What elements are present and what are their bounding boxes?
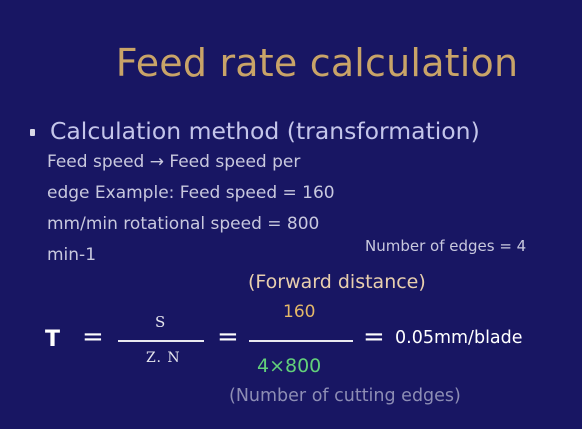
forward-distance-label: (Forward distance) <box>248 271 426 293</box>
equals-sign-1: = <box>82 322 104 352</box>
bullet-heading: Calculation method (transformation) <box>50 117 480 145</box>
description-line-4: min-1 <box>47 245 97 265</box>
numerator-value: 160 <box>283 302 316 322</box>
equals-sign-2: = <box>217 322 239 352</box>
denominator-symbol: Z. N <box>146 350 181 366</box>
formula-result: 0.05mm/blade <box>395 328 523 348</box>
description-line-3: mm/min rotational speed = 800 <box>47 214 320 234</box>
cutting-edges-label: (Number of cutting edges) <box>229 386 461 406</box>
slide-title: Feed rate calculation <box>115 41 519 85</box>
numerator-symbol: S <box>155 313 166 331</box>
formula-symbol-t: T <box>45 327 61 352</box>
denominator-value: 4×800 <box>257 355 322 377</box>
equals-sign-3: = <box>363 322 385 352</box>
bullet-marker <box>30 129 35 136</box>
fraction-bar-symbolic <box>118 340 204 342</box>
description-line-1: Feed speed → Feed speed per <box>47 152 301 172</box>
description-line-2: edge Example: Feed speed = 160 <box>47 183 335 203</box>
edges-note: Number of edges = 4 <box>365 237 527 255</box>
fraction-bar-numeric <box>249 340 353 342</box>
